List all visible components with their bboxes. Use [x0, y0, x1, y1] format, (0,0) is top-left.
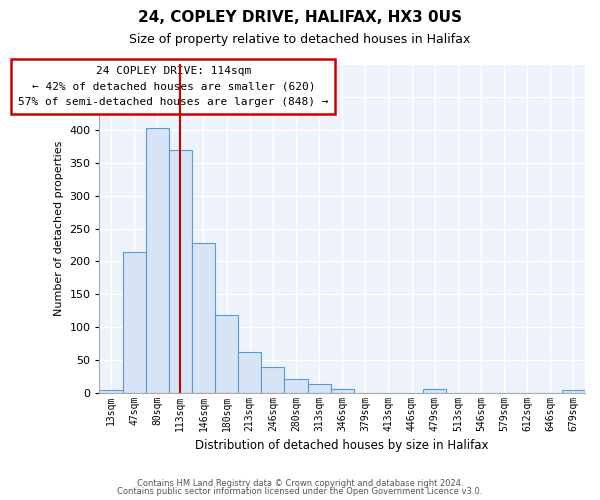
Bar	[284, 380, 308, 393]
Bar	[146, 128, 169, 393]
Text: Size of property relative to detached houses in Halifax: Size of property relative to detached ho…	[130, 32, 470, 46]
Bar	[261, 368, 284, 393]
Text: 24 COPLEY DRIVE: 114sqm
← 42% of detached houses are smaller (620)
57% of semi-d: 24 COPLEY DRIVE: 114sqm ← 42% of detache…	[18, 66, 329, 107]
Text: Contains public sector information licensed under the Open Government Licence v3: Contains public sector information licen…	[118, 487, 482, 496]
Bar	[192, 243, 215, 393]
Text: Contains HM Land Registry data © Crown copyright and database right 2024.: Contains HM Land Registry data © Crown c…	[137, 478, 463, 488]
Bar	[122, 252, 146, 393]
Text: 24, COPLEY DRIVE, HALIFAX, HX3 0US: 24, COPLEY DRIVE, HALIFAX, HX3 0US	[138, 10, 462, 25]
Bar	[308, 384, 331, 393]
Bar	[562, 390, 585, 393]
Bar	[331, 389, 354, 393]
Bar	[169, 150, 192, 393]
Bar	[423, 388, 446, 393]
Bar	[238, 352, 261, 393]
X-axis label: Distribution of detached houses by size in Halifax: Distribution of detached houses by size …	[196, 440, 489, 452]
Bar	[215, 315, 238, 393]
Y-axis label: Number of detached properties: Number of detached properties	[53, 141, 64, 316]
Bar	[100, 390, 122, 393]
